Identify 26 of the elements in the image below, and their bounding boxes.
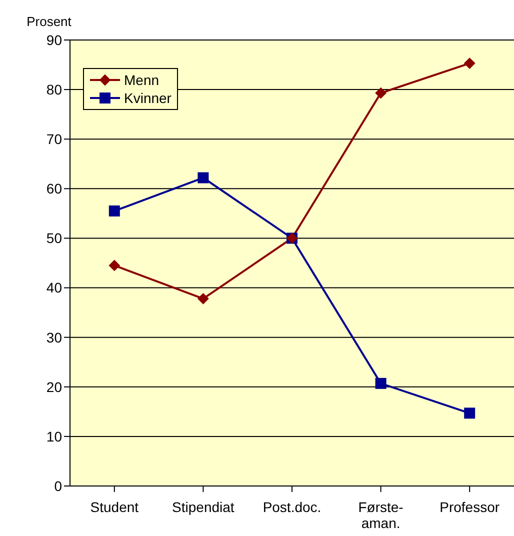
y-tick-label: 10 bbox=[46, 428, 62, 444]
point bbox=[375, 378, 386, 389]
point bbox=[108, 260, 120, 271]
y-tick-label: 40 bbox=[46, 280, 62, 296]
y-tick-label: 90 bbox=[46, 32, 62, 48]
y-tick-label: 50 bbox=[46, 230, 62, 246]
y-tick-label: 0 bbox=[54, 478, 62, 494]
y-tick-label: 20 bbox=[46, 378, 62, 395]
y-axis-title: Prosent bbox=[26, 14, 72, 29]
x-tick-label: Stipendiat bbox=[172, 498, 234, 515]
legend-label: Kvinner bbox=[123, 89, 172, 107]
x-tick-label: Første- aman. bbox=[358, 498, 404, 532]
point bbox=[464, 408, 476, 419]
point bbox=[198, 293, 209, 304]
legend-label: Menn bbox=[123, 71, 160, 89]
y-tick-label: 60 bbox=[46, 180, 62, 197]
y-tick-label: 70 bbox=[46, 131, 62, 148]
x-tick-label: Student bbox=[90, 498, 139, 515]
point bbox=[108, 205, 120, 216]
point bbox=[198, 172, 209, 184]
point bbox=[375, 88, 386, 99]
y-tick-label: 30 bbox=[46, 329, 62, 346]
point bbox=[464, 58, 476, 69]
y-tick-label: 80 bbox=[46, 82, 62, 98]
x-tick-label: Professor bbox=[440, 498, 500, 515]
x-tick-label: Post.doc. bbox=[262, 498, 322, 515]
